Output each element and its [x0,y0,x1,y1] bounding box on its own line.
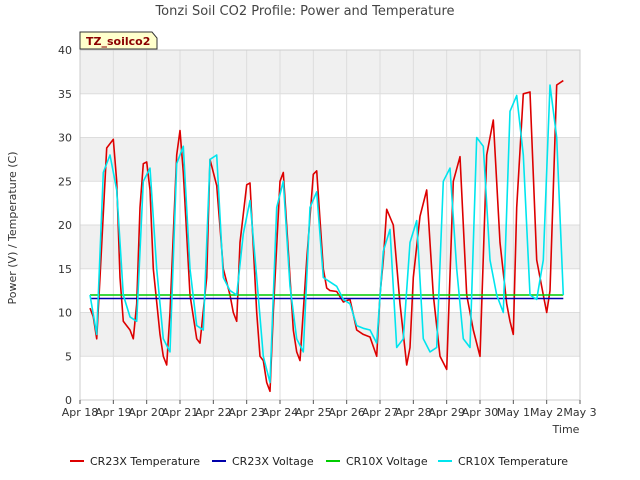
chart-title: Tonzi Soil CO2 Profile: Power and Temper… [154,4,454,19]
x-tick-label: Apr 19 [95,406,132,419]
grid-band [80,50,580,94]
x-tick-label: Apr 22 [195,406,232,419]
y-axis-label: Power (V) / Temperature (C) [6,151,19,304]
series-lines [89,79,565,393]
y-tick-label: 20 [58,219,72,232]
legend-item-cr23x-temperature: CR23X Temperature [70,455,200,468]
x-tick-label: Apr 28 [395,406,432,419]
x-tick-label: Apr 18 [62,406,99,419]
y-tick-label: 10 [58,307,72,320]
x-tick-label: Apr 20 [128,406,165,419]
legend-item-cr23x-voltage: CR23X Voltage [212,455,314,468]
y-tick-label: 5 [65,350,72,363]
x-tick-label: Apr 21 [162,406,199,419]
legend-label: CR23X Temperature [90,455,200,468]
station-badge: TZ_soilco2 [79,31,158,50]
y-tick-label: 25 [58,175,72,188]
grid [79,49,581,401]
x-tick-label: Apr 25 [295,406,332,419]
series-line-cr10x-temperature [89,84,565,384]
y-tick-label: 15 [58,263,72,276]
y-tick-label: 35 [58,88,72,101]
legend: CR23X Temperature CR23X Voltage CR10X Volt… [70,455,568,468]
legend-label: CR10X Voltage [346,455,428,468]
series-line-cr23x-temperature [89,79,564,393]
grid-band [80,312,580,357]
x-tick-label: Apr 27 [362,406,399,419]
x-axis-label: Time [552,423,580,436]
y-axis-ticks: 0 5 10 15 20 25 30 35 40 [58,44,72,407]
x-tick-label: Apr 30 [462,406,499,419]
x-tick-label: Apr 26 [328,406,365,419]
legend-label: CR23X Voltage [232,455,314,468]
plot-frame [79,49,581,401]
legend-item-cr10x-temperature: CR10X Temperature [438,455,568,468]
x-tick-label: Apr 23 [228,406,265,419]
legend-item-cr10x-voltage: CR10X Voltage [326,455,428,468]
grid-band [80,225,580,269]
y-tick-label: 0 [65,394,72,407]
station-badge-label: TZ_soilco2 [86,35,150,48]
y-tick-label: 30 [58,132,72,145]
x-tick-label: May 2 [530,406,563,419]
x-tick-label: Apr 29 [428,406,465,419]
grid-band [80,137,580,182]
legend-label: CR10X Temperature [458,455,568,468]
x-tick-label: May 3 [563,406,596,419]
x-tick-label: Apr 24 [262,406,299,419]
x-tick-label: May 1 [497,406,530,419]
y-tick-label: 40 [58,44,72,57]
